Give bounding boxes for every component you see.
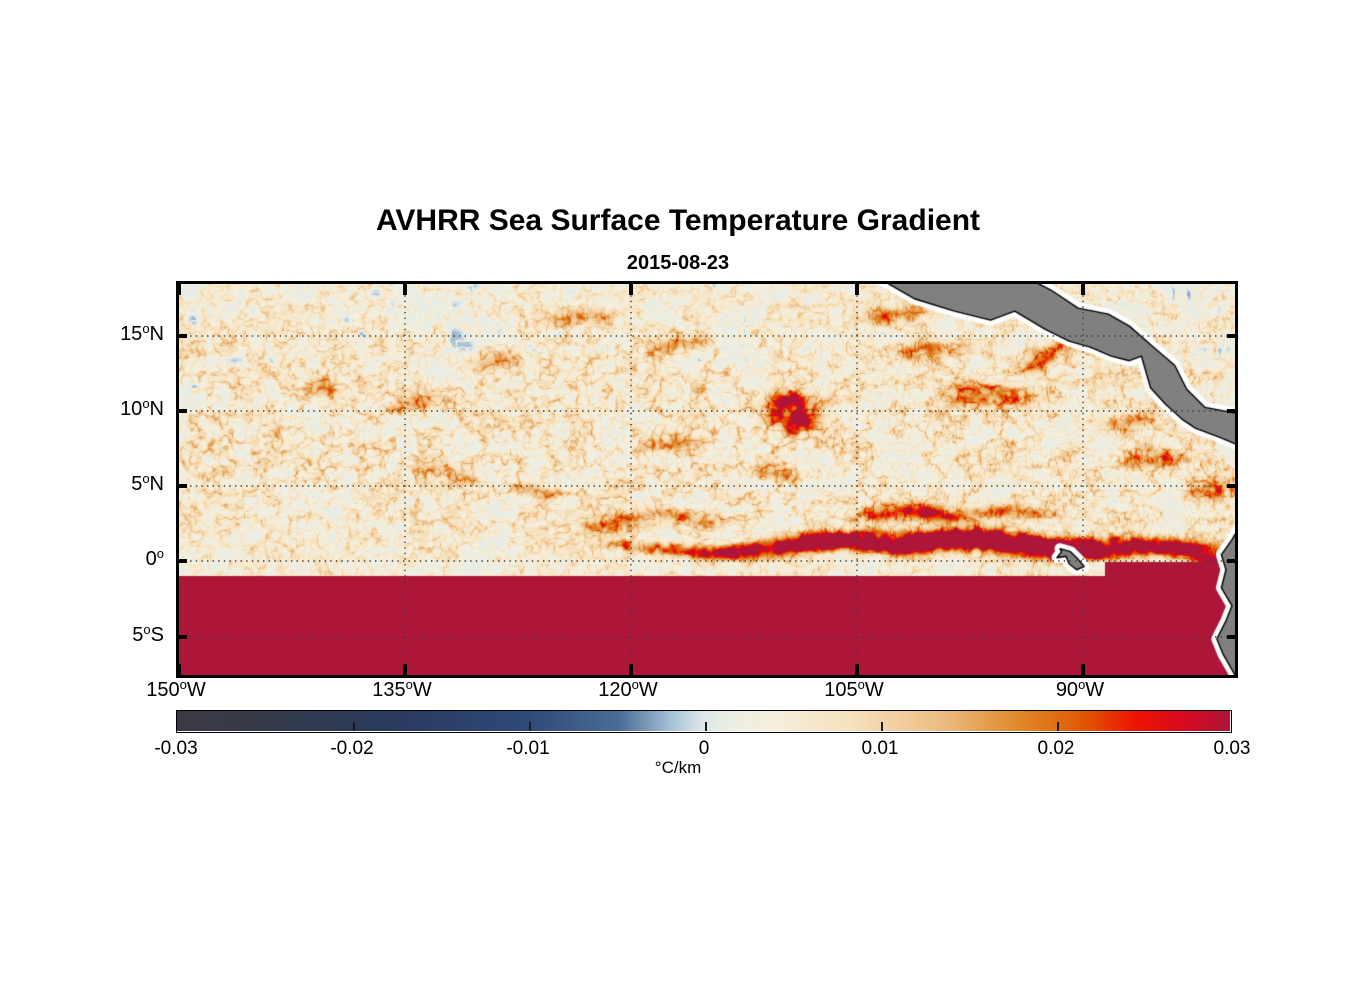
tick-mark [1227, 559, 1238, 563]
tick-mark [855, 664, 859, 675]
tick-mark [176, 635, 187, 639]
tick-mark [1227, 635, 1238, 639]
x-tick-label-1: 135oW [372, 677, 432, 701]
colorbar-tick [529, 722, 531, 731]
tick-mark [1227, 409, 1238, 413]
colorbar-tick-label-2: -0.01 [506, 738, 550, 759]
page-title: AVHRR Sea Surface Temperature Gradient [375, 204, 981, 237]
colorbar-tick-label-1: -0.02 [330, 738, 374, 759]
tick-mark [403, 284, 407, 295]
colorbar[interactable] [176, 710, 1232, 733]
x-tick-label-0: 150oW [146, 677, 206, 701]
tick-mark [1227, 334, 1238, 338]
y-tick-label-4: 5oS [132, 622, 164, 646]
x-tick-label-4: 90oW [1055, 677, 1105, 701]
tick-mark [1227, 484, 1238, 488]
tick-mark [1081, 664, 1085, 675]
colorbar-tick [353, 722, 355, 731]
tick-mark [855, 284, 859, 295]
figure-subtitle: 2015-08-23 [626, 252, 730, 274]
tick-mark [629, 284, 633, 295]
tick-mark [177, 284, 181, 295]
colorbar-tick [705, 722, 707, 731]
tick-mark [176, 559, 187, 563]
sst-gradient-heatmap [179, 284, 1235, 675]
y-tick-label-1: 10oN [120, 396, 164, 420]
colorbar-tick-label-6: 0.03 [1213, 738, 1251, 759]
tick-mark [177, 664, 181, 675]
y-tick-label-0: 15oN [120, 321, 164, 345]
map-axes[interactable] [176, 281, 1238, 678]
tick-mark [403, 664, 407, 675]
tick-mark [629, 664, 633, 675]
colorbar-tick [1057, 722, 1059, 731]
x-tick-label-3: 105oW [824, 677, 884, 701]
colorbar-tick-label-0: -0.03 [154, 738, 198, 759]
x-tick-label-2: 120oW [598, 677, 658, 701]
tick-mark [1081, 284, 1085, 295]
colorbar-gradient [177, 711, 1230, 731]
colorbar-tick-label-3: 0 [698, 738, 710, 759]
tick-mark [176, 409, 187, 413]
colorbar-tick [881, 722, 883, 731]
y-tick-label-3: 0o [145, 546, 164, 570]
colorbar-tick-label-5: 0.02 [1037, 738, 1075, 759]
y-tick-label-2: 5oN [131, 471, 164, 495]
tick-mark [176, 334, 187, 338]
colorbar-unit-label: °C/km [654, 758, 702, 777]
colorbar-tick-label-4: 0.01 [861, 738, 899, 759]
tick-mark [176, 484, 187, 488]
